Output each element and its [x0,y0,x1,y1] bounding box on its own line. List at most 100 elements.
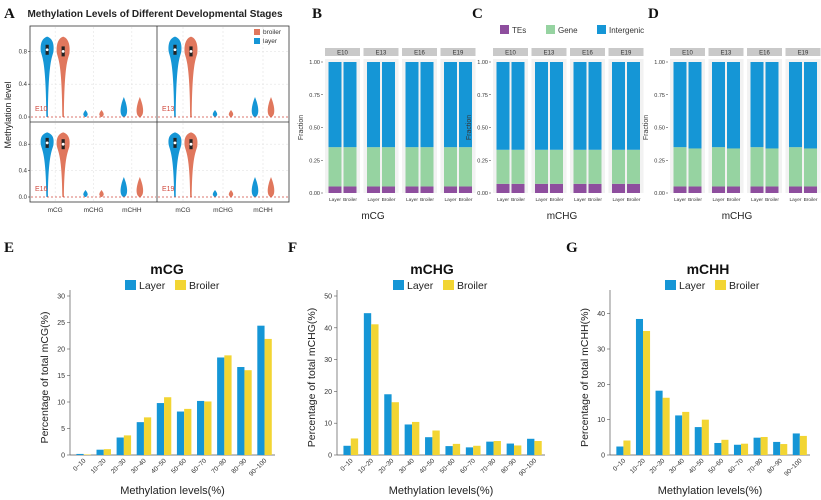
stacked-bar-c-e10-layer-gene [496,149,510,184]
stacked-bar-c-e16-layer-intergenic [573,62,587,150]
panel-letter-b: B [312,6,322,22]
stacked-bar-d-e19-layer-tes [789,186,802,193]
stacked-bar-c-e13-broiler-intergenic [550,62,563,150]
panel-b-xlabel: mCG [361,211,385,222]
xtick-label-f-30-40: 30~40 [398,457,416,475]
median-dot-e13-broiler-mcg [189,50,193,53]
xtick-label-b-e16-broiler: Broiler [420,197,434,203]
bar-e-20-30-broiler [123,435,132,455]
stacked-bar-c-e19-layer-intergenic [612,62,625,150]
legend-label-g-broiler: Broiler [729,280,760,292]
panel-b-ytick-label: 0.00 [309,191,320,197]
legend-label-f-broiler: Broiler [457,280,488,292]
stacked-bar-c-e16-layer-gene [573,149,587,184]
panel-b-ylabel: Fraction [298,115,305,140]
xtick-label-e-10-20: 10~20 [90,457,108,475]
bar-e-40-50-layer [156,403,165,455]
legend-swatch-broiler [254,29,260,35]
bar-g-80-90-layer [773,441,781,455]
bar-g-90-100-layer [792,433,800,455]
panel-f-ytick-label: 10 [324,421,332,428]
bar-g-50-60-broiler [721,439,729,455]
xtick-label-c-e10-layer: Layer [497,197,509,203]
violin-e16-broiler-mchh [136,177,144,197]
bar-e-70-80-broiler [224,355,232,455]
bar-f-50-60-layer [445,446,453,455]
panel-e-ytick-label: 0 [61,453,65,460]
xtick-label-f-10-20: 10~20 [357,457,375,475]
violin-e16-broiler-mcg [56,132,70,197]
panel-a-xtick-label-mchg: mCHG [84,207,104,214]
panel-f-ytick-label: 50 [324,294,332,301]
facet-strip-d-e16 [747,48,782,56]
panel-g-title: mCHH [687,261,730,277]
stacked-bar-c-e13-broiler-tes [550,183,563,193]
bar-f-80-90-broiler [513,445,522,455]
stacked-bar-c-e16-broiler-gene [588,149,602,184]
bar-e-0-10-layer [76,453,84,455]
xtick-label-e-30-40: 30~40 [130,457,148,475]
stacked-bar-d-e19-broiler-tes [804,186,817,193]
panel-e-xlabel: Methylation levels(%) [120,485,225,497]
bar-f-20-30-layer [384,394,392,455]
stacked-bar-d-e13-layer-gene [712,147,725,187]
violin-e13-broiler-mchh [267,97,275,117]
stacked-bar-c-e13-broiler-gene [550,149,563,184]
facet-strip-c-e19 [608,48,644,56]
xtick-label-e-0-10: 0~10 [72,457,88,473]
bar-g-40-50-layer [694,427,702,455]
bar-f-80-90-layer [506,443,514,455]
bar-e-30-40-broiler [143,417,152,455]
facet-strip-d-e10 [670,48,705,56]
stacked-bar-b-e13-broiler-gene [382,147,395,187]
xtick-label-g-70-80: 70~80 [747,457,765,475]
panel-e-ytick-label: 15 [57,373,65,380]
panel-g-xlabel: Methylation levels(%) [658,485,763,497]
panel-f-ylabel: Percentage of total mCHG(%) [306,308,318,447]
facet-strip-label-b-e19: E19 [453,51,464,57]
violin-e10-layer-mchg [83,110,88,117]
panel-c-xlabel: mCHG [547,211,578,222]
facet-label-e13: E13 [162,106,175,113]
panel-d-ytick-label: 0.50 [654,126,665,132]
panel-a-xtick-label-mcg: mCG [175,207,190,214]
xtick-label-f-90-100: 90~100 [518,457,539,478]
panel-g-ytick-label: 40 [597,311,605,318]
bar-f-40-50-broiler [432,430,440,455]
violin-e19-broiler-mchg [228,190,234,197]
violin-e10-broiler-mchg [99,110,104,117]
bar-g-20-30-broiler [662,397,670,455]
xtick-label-c-e13-layer: Layer [536,197,548,203]
median-dot-e10-layer-mcg [45,48,49,52]
xtick-label-d-e10-layer: Layer [674,197,686,203]
facet-strip-label-b-e10: E10 [337,51,348,57]
xtick-label-d-e13-broiler: Broiler [727,197,741,203]
bar-f-60-70-broiler [473,445,481,455]
bar-e-10-20-layer [96,449,104,455]
violin-e19-broiler-mcg [184,132,198,197]
facet-strip-d-e19 [785,48,821,56]
xtick-label-g-20-30: 20~30 [649,457,667,475]
xtick-label-c-e19-layer: Layer [613,197,625,203]
facet-strip-label-c-e16: E16 [582,51,593,57]
facet-strip-label-c-e10: E10 [505,51,516,57]
legend-swatch-f-broiler [443,280,454,290]
facet-strip-d-e13 [708,48,744,56]
stacked-bar-b-e10-layer-tes [328,186,342,193]
panel-g-ytick-label: 30 [597,347,605,354]
stacked-bar-c-e19-broiler-tes [627,183,640,193]
bar-f-20-30-broiler [391,402,399,455]
bar-g-0-10-broiler [623,440,631,455]
panel-g-ytick-label: 10 [597,417,605,424]
panel-a-ylabel: Methylation level [3,81,13,148]
xtick-label-f-40-50: 40~50 [418,457,436,475]
bar-f-90-100-broiler [534,441,542,455]
dynamic-chart-layer: broiler layer E10 0.0 0.4 0.8 E13 E16 0.0 0.4 0.8 m… [19,25,821,497]
stacked-bar-d-e10-layer-intergenic [673,62,687,148]
stacked-bar-b-e13-layer-intergenic [367,62,380,148]
stacked-bar-b-e10-layer-intergenic [328,62,342,148]
stacked-bar-b-e19-broiler-tes [459,186,472,193]
stacked-bar-d-e10-broiler-tes [688,186,702,193]
xtick-label-e-60-70: 60~70 [190,457,208,475]
violin-e16-layer-mchg [83,190,88,197]
